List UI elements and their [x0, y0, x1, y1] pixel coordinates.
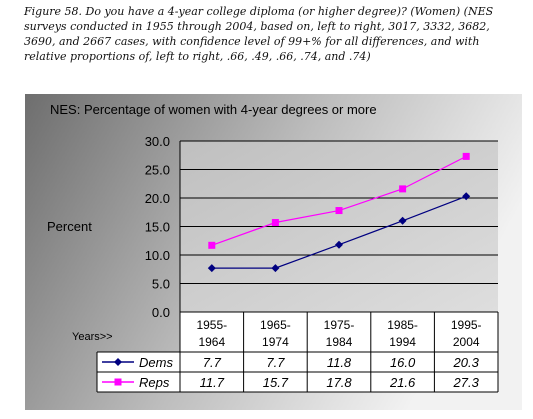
data-label: 20.3 — [453, 355, 480, 370]
y-tick-label: 5.0 — [152, 277, 170, 292]
x-tick-label: 1984 — [326, 335, 353, 349]
data-point-reps — [462, 152, 470, 160]
data-point-dems — [398, 216, 407, 225]
data-label: 11.7 — [200, 375, 225, 390]
data-point-reps — [399, 185, 407, 193]
data-point-dems — [271, 264, 280, 273]
data-point-reps — [271, 219, 279, 227]
data-label: 7.7 — [266, 355, 285, 370]
category-row-bg — [180, 312, 498, 352]
data-label: 17.8 — [326, 375, 352, 390]
legend-marker-reps — [114, 378, 122, 386]
figure-caption: Figure 58. Do you have a 4-year college … — [24, 5, 494, 63]
data-label: 15.7 — [263, 375, 289, 390]
legend-label: Reps — [139, 375, 170, 390]
legend-marker-dems — [114, 358, 122, 366]
x-tick-label: 1995- — [451, 318, 482, 332]
data-point-dems — [462, 192, 471, 201]
data-label: 27.3 — [453, 375, 480, 390]
chart-title: NES: Percentage of women with 4-year deg… — [50, 102, 377, 117]
x-tick-label: 1955- — [196, 318, 227, 332]
x-tick-label: 1994 — [389, 335, 416, 349]
data-label: 21.6 — [389, 375, 416, 390]
x-tick-label: 1975- — [324, 318, 355, 332]
x-tick-label: 1965- — [260, 318, 291, 332]
data-point-dems — [335, 240, 343, 249]
data-label: 16.0 — [390, 355, 416, 370]
data-label: 11.8 — [327, 355, 352, 370]
y-tick-label: 10.0 — [145, 248, 170, 263]
y-tick-label: 20.0 — [145, 191, 170, 206]
y-tick-label: 30.0 — [145, 134, 170, 149]
y-tick-label: 0.0 — [152, 305, 170, 320]
data-point-reps — [208, 241, 216, 249]
legend-label: Dems — [139, 355, 173, 370]
x-tick-label: 1974 — [262, 335, 289, 349]
y-tick-label: 25.0 — [145, 163, 170, 178]
y-tick-label: 15.0 — [145, 220, 170, 235]
data-point-dems — [207, 264, 216, 273]
x-tick-label: 1985- — [387, 318, 418, 332]
x-tick-label: 1964 — [198, 335, 225, 349]
y-axis-label: Percent — [47, 219, 92, 234]
x-axis-label: Years>> — [72, 331, 113, 343]
x-tick-label: 2004 — [453, 335, 480, 349]
data-point-reps — [335, 207, 343, 215]
data-label: 7.7 — [203, 355, 222, 370]
